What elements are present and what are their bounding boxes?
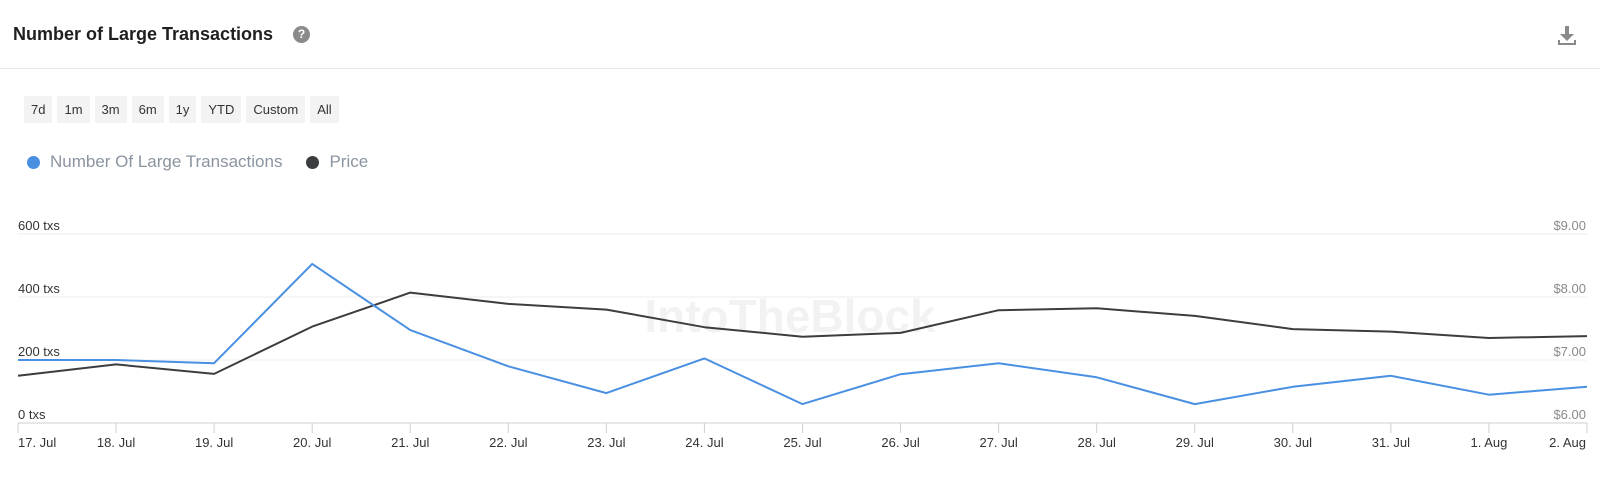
x-axis-tick-label: 27. Jul (979, 435, 1017, 450)
x-axis-tick-label: 21. Jul (391, 435, 429, 450)
series-line-price (17, 291, 1588, 377)
range-all-button[interactable]: All (310, 96, 339, 123)
download-icon[interactable] (1556, 24, 1578, 46)
question-circle-icon[interactable]: ? (293, 26, 310, 43)
right-axis-tick-label: $6.00 (1553, 407, 1586, 422)
x-axis-tick-label: 19. Jul (195, 435, 233, 450)
chart-legend: Number Of Large Transactions Price (27, 152, 368, 172)
legend-item-price[interactable]: Price (306, 152, 368, 172)
right-axis-tick-label: $8.00 (1553, 281, 1586, 296)
legend-label-price: Price (329, 152, 369, 171)
right-axis-tick-label: $7.00 (1553, 344, 1586, 359)
x-axis-tick-label: 26. Jul (881, 435, 919, 450)
series-line-large-transactions (18, 262, 1588, 406)
chart-title: Number of Large Transactions (13, 24, 274, 44)
x-axis-tick-label: 31. Jul (1372, 435, 1410, 450)
x-axis-tick-label: 25. Jul (783, 435, 821, 450)
x-axis-tick-label: 28. Jul (1078, 435, 1116, 450)
right-axis-tick-label: $9.00 (1553, 218, 1586, 233)
x-axis-tick-label: 29. Jul (1176, 435, 1214, 450)
x-axis-tick-label: 20. Jul (293, 435, 331, 450)
x-axis-tick-label: 24. Jul (685, 435, 723, 450)
left-axis-tick-label: 600 txs (18, 218, 60, 233)
range-7d-button[interactable]: 7d (24, 96, 53, 123)
left-axis-tick-label: 200 txs (18, 344, 60, 359)
left-axis-tick-label: 0 txs (18, 407, 46, 422)
legend-dot-transactions (27, 155, 40, 169)
left-axis-tick-label: 400 txs (18, 281, 60, 296)
x-axis-tick-label: 30. Jul (1274, 435, 1312, 450)
x-axis-tick-label: 23. Jul (587, 435, 625, 450)
x-axis-tick-label: 18. Jul (97, 435, 135, 450)
x-axis-tick-label: 17. Jul (18, 435, 56, 450)
x-axis-tick-label: 22. Jul (489, 435, 527, 450)
chart-header: Number of Large Transactions ? (0, 0, 1600, 69)
range-custom-button[interactable]: Custom (246, 96, 306, 123)
range-ytd-button[interactable]: YTD (201, 96, 242, 123)
legend-item-transactions[interactable]: Number Of Large Transactions (27, 152, 282, 172)
range-1m-button[interactable]: 1m (57, 96, 90, 123)
range-1y-button[interactable]: 1y (168, 96, 197, 123)
x-axis-tick-label: 2. Aug (1549, 435, 1586, 450)
x-axis-tick-label: 1. Aug (1471, 435, 1508, 450)
time-range-selector: 7d 1m 3m 6m 1y YTD Custom All (24, 96, 339, 123)
legend-label-transactions: Number Of Large Transactions (50, 152, 283, 171)
range-6m-button[interactable]: 6m (131, 96, 164, 123)
range-3m-button[interactable]: 3m (94, 96, 127, 123)
legend-dot-price (306, 155, 320, 169)
